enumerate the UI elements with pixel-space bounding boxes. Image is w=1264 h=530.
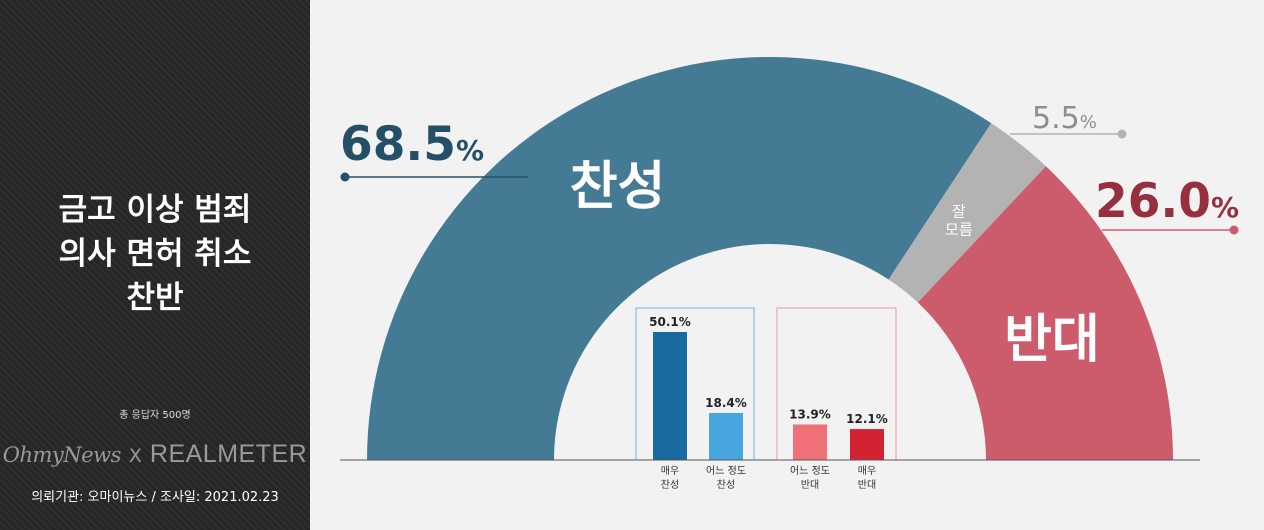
oppose-leader-dot xyxy=(1229,225,1239,235)
bar-value-label-1: 50.1% xyxy=(649,315,691,329)
slice-label-oppose: 반대 xyxy=(1004,310,1100,370)
realmeter-logo: REALMETER xyxy=(149,440,308,468)
ohmynews-logo: OhmyNews xyxy=(2,443,122,467)
survey-footer: 의뢰기관: 오마이뉴스 / 조사일: 2021.02.23 xyxy=(31,490,279,505)
bar-category-label-2-line1: 어느 정도 xyxy=(706,465,746,477)
bar-category-label-1-line2: 찬성 xyxy=(661,479,679,491)
bar-4 xyxy=(850,429,884,460)
donut-slice-oppose xyxy=(917,166,1173,460)
bar-2 xyxy=(709,412,743,460)
page-title: 금고 이상 범죄 의사 면허 취소 찬반 xyxy=(0,188,310,320)
oppose-percent: 26.0% xyxy=(1095,174,1239,229)
bar-category-label-3-line2: 반대 xyxy=(801,479,819,491)
unsure-percent-unit: % xyxy=(1080,112,1097,133)
title-line-1: 금고 이상 범죄 xyxy=(58,192,252,228)
bar-value-label-2: 18.4% xyxy=(705,396,747,410)
bar-category-label-3-line1: 어느 정도 xyxy=(790,465,830,477)
oppose-percent-unit: % xyxy=(1211,191,1239,224)
approve-percent-unit: % xyxy=(456,134,484,167)
total-respondents: 총 응답자 500명 xyxy=(119,410,191,421)
bar-category-label-4-line2: 반대 xyxy=(858,479,876,491)
approve-percent: 68.5% xyxy=(340,117,484,172)
donut-slice-approve xyxy=(367,56,992,461)
bar-value-label-4: 12.1% xyxy=(846,412,888,426)
bar-category-label-1-line1: 매우 xyxy=(661,465,679,477)
slice-label-unsure-line2: 모름 xyxy=(945,220,973,238)
unsure-percent: 5.5% xyxy=(1032,101,1097,136)
bar-category-label-2-line2: 찬성 xyxy=(717,479,735,491)
bar-category-label-4-line1: 매우 xyxy=(858,465,876,477)
bar-1 xyxy=(653,332,687,460)
bar-3 xyxy=(793,424,827,460)
unsure-leader-dot xyxy=(1117,129,1127,139)
logo-separator: X xyxy=(128,445,142,467)
sidebar: 금고 이상 범죄 의사 면허 취소 찬반 총 응답자 500명 OhmyNews… xyxy=(0,0,310,530)
title-line-2: 의사 면허 취소 xyxy=(58,236,252,272)
partner-logos: OhmyNews X REALMETER xyxy=(0,440,310,469)
slice-label-approve: 찬성 xyxy=(570,157,666,217)
donut-slice-unsure xyxy=(888,123,1046,303)
bar-value-label-3: 13.9% xyxy=(789,407,831,421)
approve-leader-dot xyxy=(340,172,350,182)
title-line-3: 찬반 xyxy=(126,280,184,316)
slice-label-unsure-line1: 잘 xyxy=(952,202,966,220)
